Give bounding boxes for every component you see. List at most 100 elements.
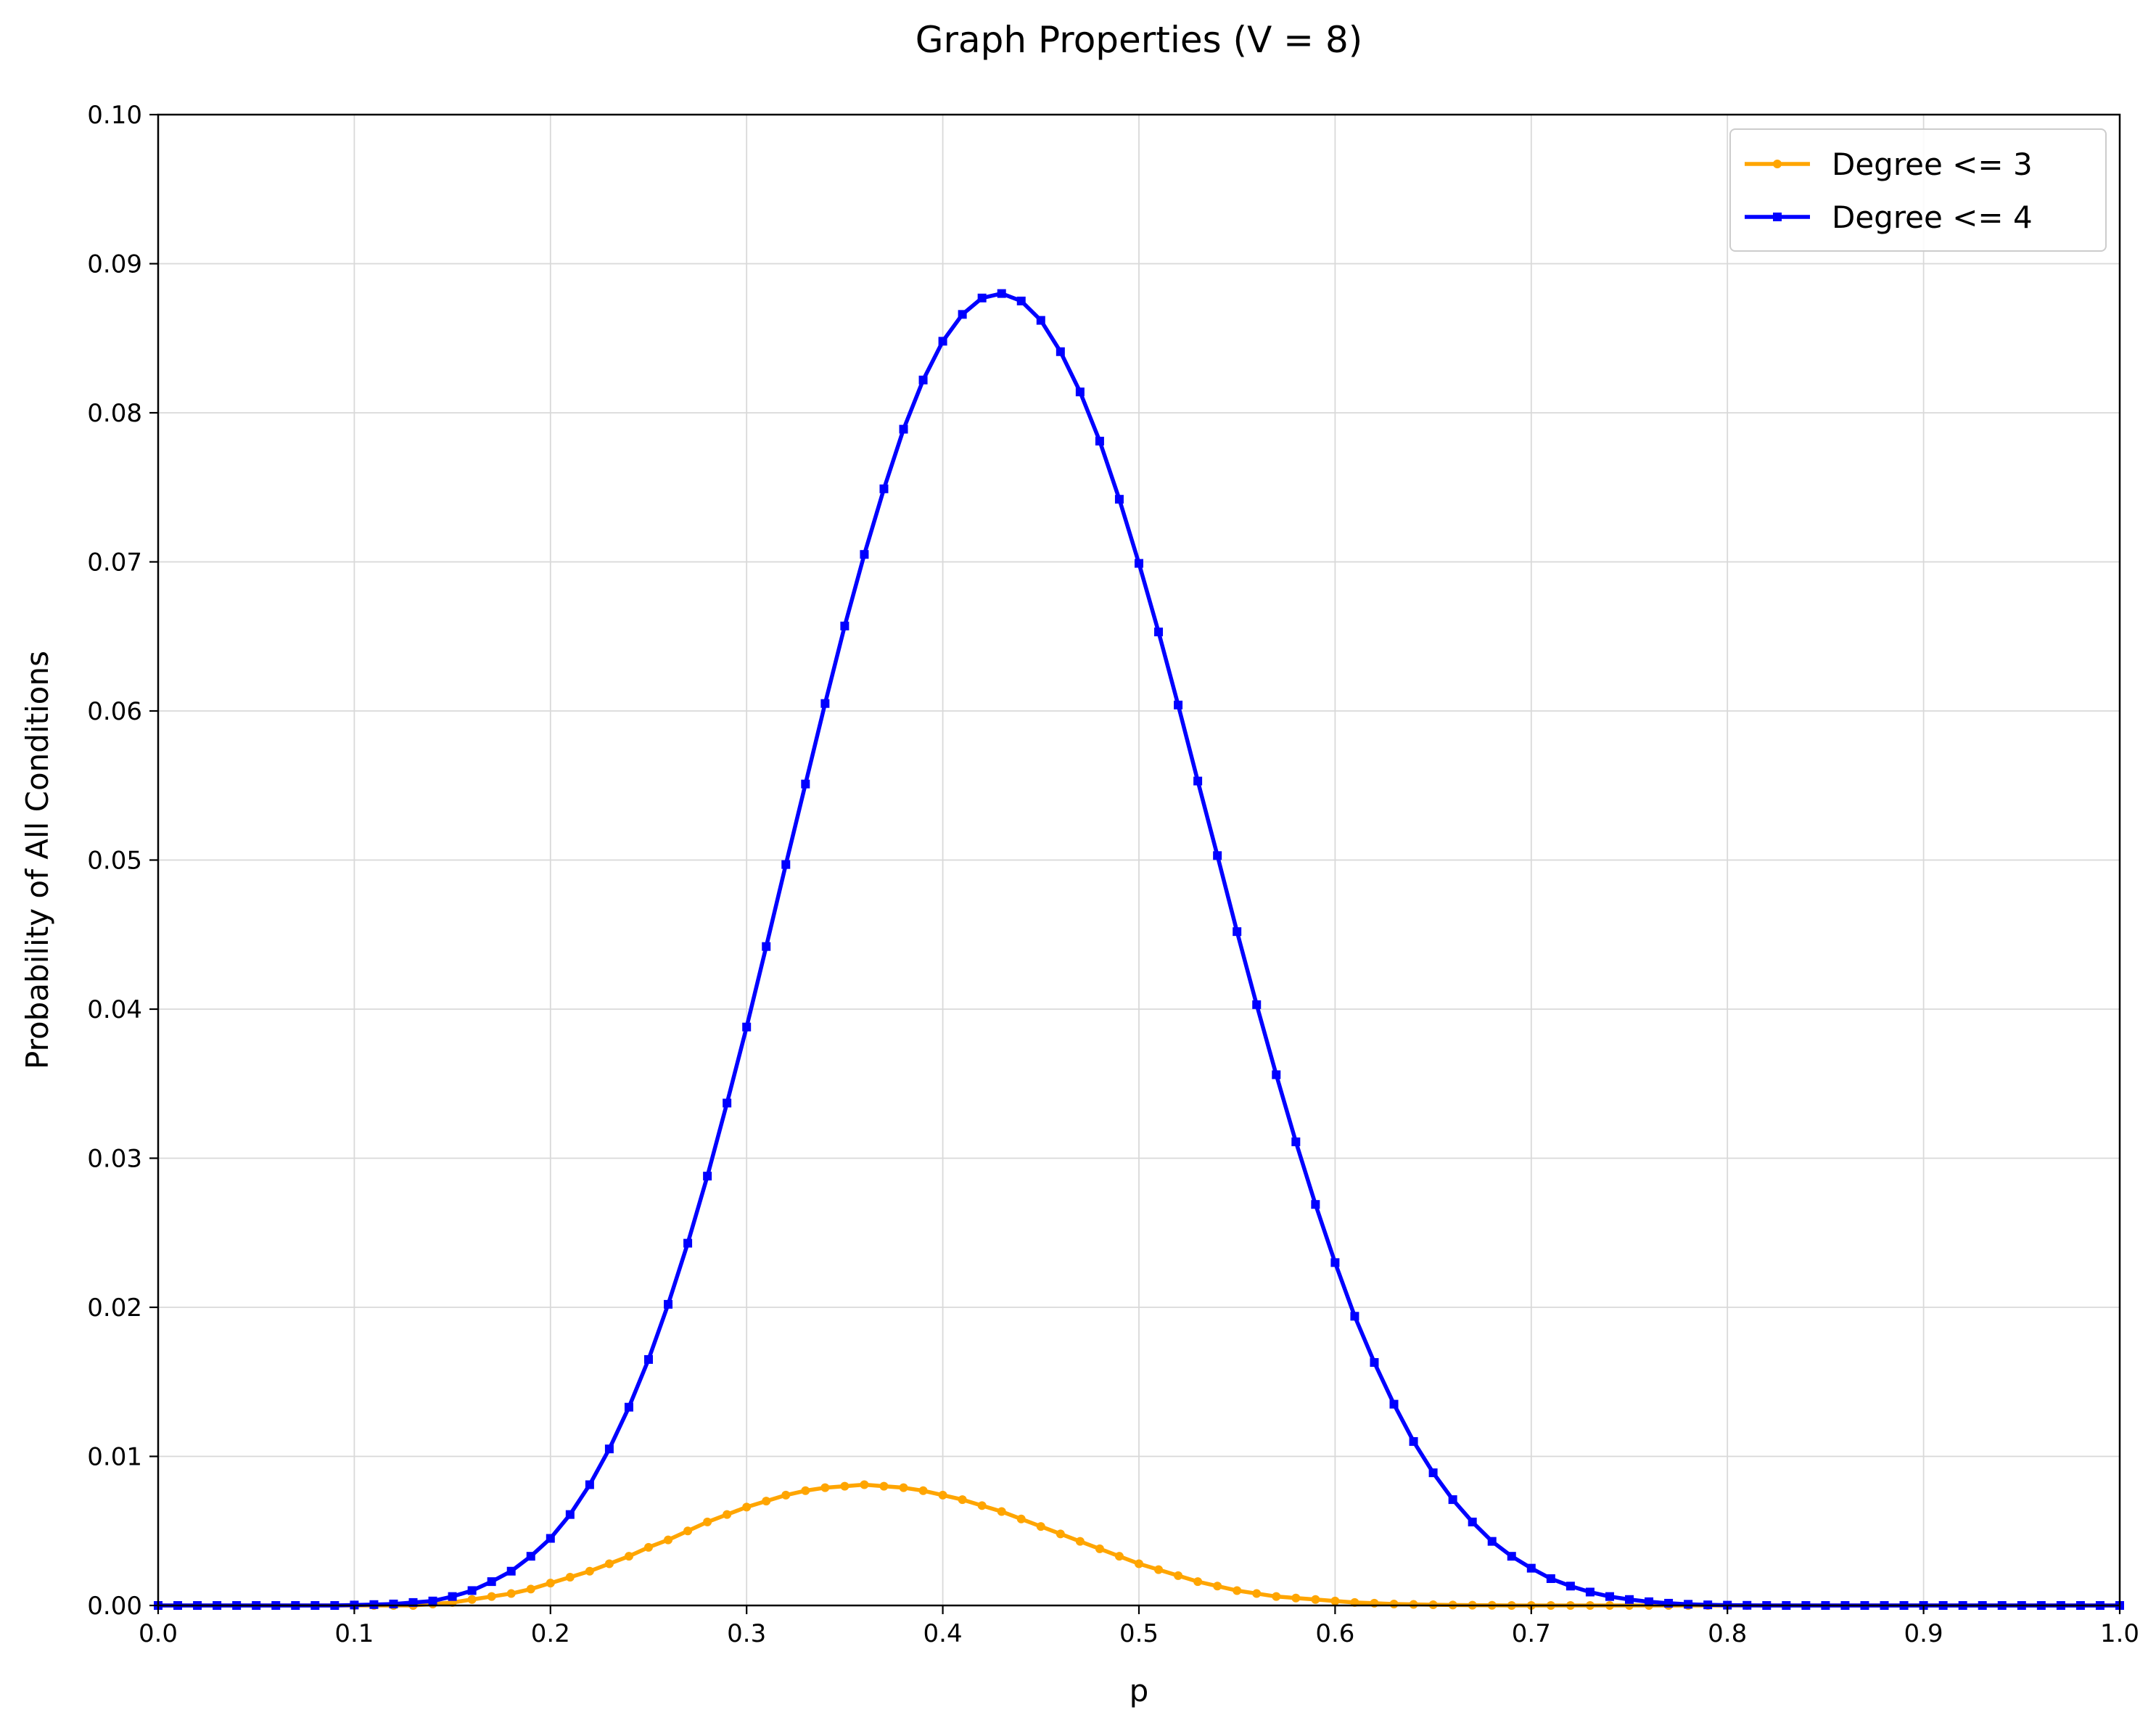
legend-box <box>1729 128 2107 252</box>
data-point <box>977 1501 987 1510</box>
x-axis-title: p <box>1130 1673 1149 1708</box>
data-point <box>1565 1582 1575 1591</box>
data-point <box>1468 1517 1477 1526</box>
data-point <box>977 293 987 303</box>
data-point <box>958 310 967 319</box>
data-point <box>781 1490 791 1500</box>
data-point <box>1311 1595 1320 1604</box>
data-point <box>1526 1563 1536 1573</box>
data-point <box>389 1599 398 1608</box>
legend-label: Degree <= 4 <box>1832 200 2033 235</box>
data-point <box>1154 628 1164 637</box>
x-tick-label: 0.2 <box>531 1619 570 1648</box>
data-point <box>1330 1596 1340 1605</box>
data-point <box>1213 1582 1222 1591</box>
data-point <box>428 1596 437 1605</box>
data-point <box>723 1098 732 1108</box>
data-point <box>1056 347 1065 356</box>
y-tick-label: 0.06 <box>87 697 142 726</box>
y-tick-label: 0.04 <box>87 995 142 1024</box>
data-point <box>938 1490 947 1500</box>
data-point <box>487 1592 496 1601</box>
x-tick-label: 1.0 <box>2100 1619 2139 1648</box>
data-point <box>1174 1571 1183 1580</box>
data-point <box>1370 1358 1379 1368</box>
data-point <box>1605 1592 1614 1601</box>
data-point <box>918 375 928 385</box>
data-point <box>1213 851 1222 860</box>
data-point <box>565 1572 575 1582</box>
data-point <box>1330 1258 1340 1267</box>
data-point <box>1507 1552 1516 1561</box>
data-point <box>879 484 889 493</box>
y-axis-title: Probability of All Conditions <box>20 651 55 1069</box>
data-point <box>1095 437 1104 446</box>
legend-marker <box>1773 160 1782 168</box>
data-point <box>1056 1529 1065 1539</box>
data-point <box>683 1526 693 1536</box>
data-point <box>840 621 849 630</box>
x-tick-label: 0.5 <box>1119 1619 1159 1648</box>
data-point <box>1075 1537 1085 1546</box>
x-tick-label: 0.6 <box>1315 1619 1354 1648</box>
legend-label: Degree <= 3 <box>1832 147 2033 182</box>
data-point <box>1684 1600 1693 1609</box>
data-point <box>1389 1599 1399 1608</box>
data-point <box>762 942 771 951</box>
data-point <box>526 1552 535 1561</box>
data-point <box>742 1502 752 1512</box>
data-point <box>1193 1577 1203 1587</box>
data-point <box>1585 1587 1595 1597</box>
data-point <box>860 550 869 559</box>
y-tick-label: 0.07 <box>87 548 142 577</box>
y-tick-label: 0.01 <box>87 1443 142 1472</box>
data-point <box>526 1584 535 1594</box>
data-point <box>604 1444 614 1454</box>
data-point <box>1625 1595 1634 1604</box>
data-point <box>1114 1552 1124 1561</box>
data-point <box>1448 1495 1457 1505</box>
legend-marker <box>1773 213 1782 221</box>
data-point <box>1193 776 1203 786</box>
y-tick-label: 0.10 <box>87 101 142 130</box>
data-point <box>820 1483 830 1492</box>
y-tick-label: 0.05 <box>87 847 142 876</box>
data-point <box>899 424 908 434</box>
data-point <box>644 1354 653 1364</box>
y-tick-label: 0.09 <box>87 250 142 279</box>
data-point <box>683 1238 693 1248</box>
data-point <box>1174 700 1183 710</box>
data-point <box>1272 1592 1281 1601</box>
data-point <box>624 1402 633 1412</box>
data-point <box>487 1577 496 1587</box>
data-point <box>1311 1200 1320 1209</box>
data-point <box>1016 296 1026 305</box>
data-point <box>448 1592 457 1601</box>
data-point <box>1016 1514 1026 1523</box>
legend: Degree <= 3 Degree <= 4 <box>1729 128 2107 252</box>
data-point <box>1075 387 1085 397</box>
data-point <box>1409 1436 1418 1446</box>
x-tick-label: 0.8 <box>1708 1619 1747 1648</box>
x-tick-label: 0.3 <box>727 1619 766 1648</box>
data-point <box>1233 927 1242 937</box>
data-point <box>546 1579 555 1588</box>
data-point <box>938 337 947 346</box>
data-point <box>1645 1597 1654 1606</box>
data-point <box>1252 1000 1262 1009</box>
y-tick-label: 0.08 <box>87 399 142 428</box>
data-point <box>1114 495 1124 504</box>
data-point <box>781 860 791 869</box>
y-tick-label: 0.00 <box>87 1592 142 1621</box>
data-point <box>997 289 1006 298</box>
data-point <box>1428 1468 1438 1478</box>
data-point <box>840 1481 849 1491</box>
chart-title: Graph Properties (V = 8) <box>916 19 1363 61</box>
axis-ticks: 0.0 0.1 0.2 0.3 0.4 0.5 0.6 0.7 0.8 0.9 1.0 0.00 0.0… <box>87 101 2139 1648</box>
data-point <box>604 1559 614 1568</box>
data-point <box>1291 1137 1301 1146</box>
data-point <box>1272 1070 1281 1080</box>
data-point <box>1095 1544 1104 1553</box>
data-point <box>1135 559 1143 568</box>
